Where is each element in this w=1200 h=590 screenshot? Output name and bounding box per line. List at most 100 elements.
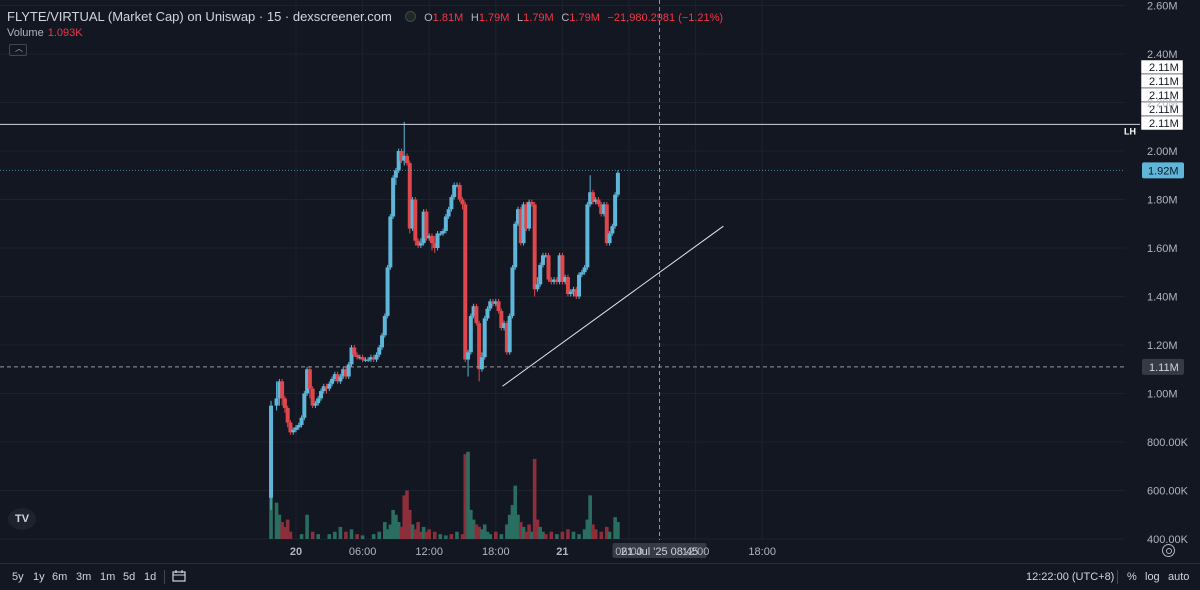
y-tick-label: 1.80M bbox=[1147, 195, 1178, 207]
volume-bar bbox=[333, 531, 337, 539]
low-value: 1.79M bbox=[523, 12, 554, 24]
candle-body bbox=[499, 311, 504, 329]
candle-body bbox=[349, 347, 354, 365]
candle-body bbox=[468, 315, 473, 353]
volume-bar bbox=[585, 519, 590, 539]
range-5y-button[interactable]: 5y bbox=[12, 571, 24, 583]
candle-body bbox=[585, 204, 590, 268]
volume-bar bbox=[593, 529, 598, 539]
x-tick-label: 12:00 bbox=[682, 546, 710, 558]
range-5d-button[interactable]: 5d bbox=[123, 571, 136, 583]
candle-body bbox=[479, 357, 484, 370]
volume-bar bbox=[460, 534, 465, 539]
volume-bar bbox=[480, 529, 484, 539]
volume-bar bbox=[421, 526, 426, 539]
candle-body bbox=[360, 357, 365, 360]
volume-bar bbox=[299, 534, 304, 539]
volume-bar bbox=[543, 534, 548, 539]
candle-body bbox=[471, 306, 476, 316]
candle-body bbox=[554, 279, 559, 282]
candle-body bbox=[604, 204, 609, 244]
calendar-icon[interactable] bbox=[172, 570, 186, 582]
log-button[interactable]: log bbox=[1145, 571, 1160, 583]
candle-body bbox=[335, 374, 340, 382]
volume-bar bbox=[555, 534, 559, 539]
candle-body bbox=[407, 163, 412, 229]
volume-bar bbox=[521, 526, 526, 539]
range-1m-button[interactable]: 1m bbox=[100, 571, 116, 583]
candle-body bbox=[460, 199, 465, 205]
candle-body bbox=[549, 279, 554, 282]
tradingview-logo[interactable]: TV bbox=[8, 508, 36, 530]
candle-body bbox=[413, 199, 418, 241]
stacked-price-label: 2.11M bbox=[1149, 76, 1179, 88]
candle-body bbox=[377, 347, 382, 355]
volume-bar bbox=[360, 535, 365, 539]
volume-bar bbox=[355, 534, 359, 539]
volume-bar bbox=[449, 534, 454, 539]
clock-readout[interactable]: 12:22:00 (UTC+8) bbox=[1026, 571, 1115, 583]
candle-body bbox=[269, 405, 274, 498]
range-3m-button[interactable]: 3m bbox=[76, 571, 92, 583]
range-1y-button[interactable]: 1y bbox=[33, 571, 45, 583]
candle-body bbox=[441, 231, 446, 234]
stacked-price-tag bbox=[1140, 115, 1184, 131]
collapse-legend-button[interactable]: ︿ bbox=[9, 44, 27, 56]
candle-body bbox=[491, 301, 496, 304]
candle-body bbox=[596, 199, 601, 205]
chevron-up-icon: ︿ bbox=[15, 44, 23, 53]
candle-body bbox=[432, 243, 437, 248]
chart-legend: FLYTE/VIRTUAL (Market Cap) on Uniswap · … bbox=[7, 9, 727, 24]
volume-bar bbox=[383, 522, 387, 539]
volume-bar bbox=[407, 509, 412, 539]
volume-bar bbox=[513, 485, 518, 539]
candle-body bbox=[391, 177, 396, 217]
candle-body bbox=[438, 233, 443, 235]
volume-bar bbox=[549, 531, 554, 539]
toolbar-divider bbox=[164, 570, 165, 584]
candle-body bbox=[488, 301, 493, 309]
candle-body bbox=[393, 170, 398, 178]
volume-bar bbox=[560, 531, 565, 539]
volume-bar bbox=[566, 529, 570, 539]
stacked-price-label: 2.11M bbox=[1149, 104, 1179, 116]
candle-body bbox=[504, 323, 509, 353]
candle-body bbox=[429, 235, 434, 244]
candle-body bbox=[599, 204, 604, 215]
bottom-toolbar: 5y 1y 6m 3m 1m 5d 1d 12:22:00 (UTC+8) % … bbox=[0, 563, 1200, 590]
range-1d-button[interactable]: 1d bbox=[144, 571, 157, 583]
volume-bar bbox=[507, 514, 512, 539]
candle-body bbox=[313, 403, 318, 406]
candle-body bbox=[563, 277, 568, 282]
candle-body bbox=[399, 151, 404, 161]
volume-bar bbox=[488, 534, 493, 539]
y-tick-label: 400.00K bbox=[1147, 534, 1189, 546]
candle-body bbox=[296, 425, 301, 428]
percent-button[interactable]: % bbox=[1127, 571, 1137, 583]
x-tick-label: 20 bbox=[290, 546, 302, 558]
crosshair-time-tag bbox=[612, 543, 707, 558]
candle-body bbox=[405, 155, 409, 164]
candle-body bbox=[418, 243, 423, 246]
volume-bar bbox=[538, 526, 542, 539]
candle-body bbox=[341, 369, 346, 377]
candle-body bbox=[521, 204, 526, 244]
candle-body bbox=[568, 291, 573, 295]
range-6m-button[interactable]: 6m bbox=[52, 571, 68, 583]
gear-icon[interactable] bbox=[1162, 544, 1175, 557]
candle-body bbox=[388, 216, 393, 268]
volume-bar bbox=[399, 526, 404, 539]
candle-body bbox=[590, 192, 595, 202]
candle-body bbox=[610, 226, 615, 234]
candle-body bbox=[305, 369, 310, 394]
candle-body bbox=[507, 315, 512, 353]
candle-body bbox=[527, 201, 532, 229]
volume-bar bbox=[385, 529, 390, 539]
symbol-title: FLYTE/VIRTUAL (Market Cap) on Uniswap · … bbox=[7, 9, 392, 24]
volume-bar bbox=[405, 490, 409, 539]
candle-body bbox=[560, 255, 565, 282]
auto-button[interactable]: auto bbox=[1168, 571, 1190, 583]
close-value: 1.79M bbox=[569, 12, 600, 24]
volume-value: 1.093K bbox=[47, 27, 83, 39]
